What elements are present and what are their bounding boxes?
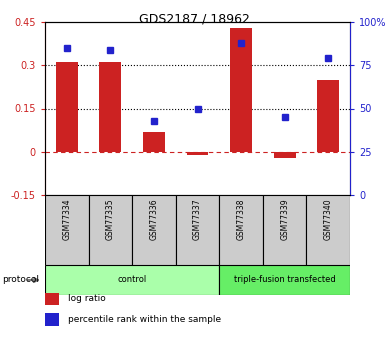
Text: log ratio: log ratio	[68, 294, 106, 304]
Bar	[99, 62, 121, 152]
Bar	[307, 195, 350, 265]
Text: GSM77334: GSM77334	[62, 198, 71, 240]
Bar	[219, 195, 263, 265]
Bar	[219, 265, 350, 295]
Bar	[317, 80, 339, 152]
Text: protocol: protocol	[2, 276, 39, 285]
Text: GSM77337: GSM77337	[193, 198, 202, 240]
Bar	[132, 195, 176, 265]
Bar	[187, 152, 208, 155]
Bar	[56, 62, 78, 152]
Bar	[274, 152, 296, 158]
Bar	[45, 293, 59, 305]
Bar	[45, 265, 219, 295]
Text: control: control	[118, 276, 147, 285]
Text: GSM77339: GSM77339	[280, 198, 289, 240]
Bar	[45, 313, 59, 325]
Bar	[230, 28, 252, 152]
Text: GDS2187 / 18962: GDS2187 / 18962	[139, 12, 249, 25]
Text: triple-fusion transfected: triple-fusion transfected	[234, 276, 336, 285]
Bar	[143, 131, 165, 152]
Text: GSM77335: GSM77335	[106, 198, 115, 240]
Text: GSM77340: GSM77340	[324, 198, 333, 240]
Bar	[176, 195, 219, 265]
Text: GSM77336: GSM77336	[149, 198, 158, 240]
Bar	[263, 195, 307, 265]
Text: GSM77338: GSM77338	[237, 198, 246, 240]
Bar	[88, 195, 132, 265]
Text: percentile rank within the sample: percentile rank within the sample	[68, 315, 221, 324]
Bar	[45, 195, 88, 265]
